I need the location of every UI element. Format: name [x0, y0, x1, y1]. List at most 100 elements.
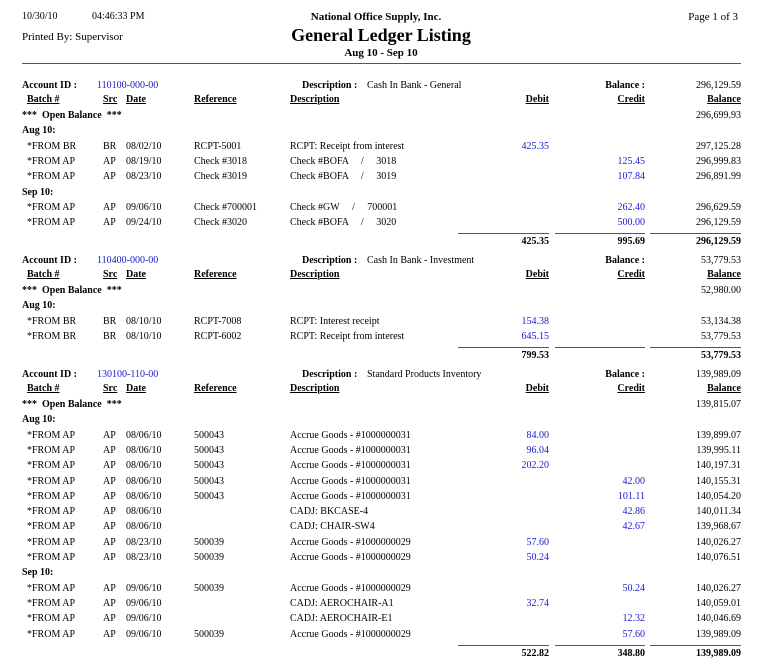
cell-credit: 50.24 [622, 582, 646, 594]
cell-src: BR [103, 331, 117, 342]
total-credit: 995.69 [617, 236, 646, 248]
report-title: General Ledger Listing [291, 25, 471, 45]
open-balance-label: *** Open Balance *** [22, 110, 122, 121]
cell-description: Accrue Goods - #1000000031 [290, 490, 411, 502]
account-id: 110100-000-00 [97, 80, 159, 91]
period-label: Sep 10: [22, 567, 54, 579]
cell-description: Accrue Goods - #1000000031 [290, 475, 411, 487]
cell-credit: 500.00 [617, 217, 646, 229]
cell-balance: 140,197.31 [696, 460, 741, 472]
total-rule [650, 233, 741, 235]
print-time: 04:46:33 PM [92, 11, 145, 22]
cell-date: 08/23/10 [126, 536, 162, 548]
header-rule [22, 63, 741, 64]
printed-by: Printed By: Supervisor [22, 31, 123, 43]
cell-reference: 500043 [194, 429, 224, 441]
period-label: Aug 10: [22, 125, 56, 137]
cell-reference: Check #700001 [194, 201, 258, 213]
cell-src: AP [103, 155, 116, 167]
col-debit: Debit [525, 269, 549, 281]
total-rule [458, 644, 549, 646]
cell-reference: Check #3020 [194, 217, 248, 229]
cell-debit: 425.35 [521, 140, 550, 152]
open-balance-label: *** Open Balance *** [22, 399, 122, 410]
cell-batch: *FROM BR [27, 331, 77, 342]
cell-batch: *FROM AP [27, 475, 76, 487]
cell-batch: *FROM AP [27, 628, 76, 640]
account-description: Cash In Bank - Investment [367, 255, 475, 267]
col-batch: Batch # [27, 269, 60, 281]
cell-balance: 140,059.01 [696, 597, 741, 609]
total-balance: 53,779.53 [701, 350, 741, 361]
cell-balance: 297,125.28 [696, 140, 741, 152]
open-balance: 52,980.00 [701, 285, 741, 297]
col-balance: Balance [707, 383, 741, 394]
cell-batch: *FROM AP [27, 201, 76, 213]
balance-label: Balance : [605, 369, 645, 380]
cell-date: 08/06/10 [126, 506, 162, 518]
account-description: Cash In Bank - General [367, 80, 462, 91]
cell-date: 08/23/10 [126, 552, 162, 563]
cell-description: RCPT: Receipt from interest [290, 331, 405, 342]
cell-description: CADJ: AEROCHAIR-A1 [290, 597, 394, 609]
cell-reference: 500043 [194, 444, 224, 456]
cell-description: Accrue Goods - #1000000031 [290, 460, 411, 472]
account-id-label: Account ID : [22, 255, 77, 267]
cell-description: Accrue Goods - #1000000031 [290, 444, 411, 456]
account-id: 130100-110-00 [97, 369, 159, 380]
cell-batch: *FROM AP [27, 597, 76, 609]
date-range: Aug 10 - Sep 10 [344, 47, 418, 59]
cell-batch: *FROM AP [27, 582, 76, 594]
cell-date: 08/06/10 [126, 429, 162, 441]
company-name: National Office Supply, Inc. [310, 11, 442, 23]
cell-date: 09/06/10 [126, 628, 162, 640]
cell-date: 08/06/10 [126, 475, 162, 487]
cell-credit: 107.84 [617, 171, 646, 183]
cell-date: 09/06/10 [126, 613, 162, 625]
cell-date: 08/10/10 [126, 315, 162, 327]
cell-description: Accrue Goods - #1000000029 [290, 552, 411, 563]
cell-debit: 50.24 [526, 552, 550, 563]
total-rule [458, 233, 549, 235]
cell-batch: *FROM AP [27, 171, 76, 183]
cell-balance: 140,026.27 [696, 582, 741, 594]
cell-balance: 296,129.59 [696, 217, 741, 229]
cell-date: 09/24/10 [126, 217, 162, 229]
cell-date: 09/06/10 [126, 597, 162, 609]
cell-debit: 154.38 [521, 315, 550, 327]
cell-batch: *FROM AP [27, 552, 76, 563]
account-balance: 139,989.09 [696, 369, 741, 380]
description-label: Description : [302, 369, 358, 380]
cell-batch: *FROM AP [27, 155, 76, 167]
col-src: Src [103, 383, 118, 394]
cell-balance: 296,891.99 [696, 171, 741, 183]
cell-date: 08/06/10 [126, 460, 162, 472]
total-rule [458, 347, 549, 348]
col-batch: Batch # [27, 383, 60, 394]
cell-date: 09/06/10 [126, 201, 162, 213]
col-debit: Debit [525, 94, 549, 105]
col-debit: Debit [525, 383, 549, 394]
cell-description: Check #BOFA / 3020 [290, 217, 397, 229]
cell-src: AP [103, 597, 116, 609]
cell-batch: *FROM AP [27, 444, 76, 456]
cell-credit: 125.45 [617, 155, 646, 167]
cell-debit: 32.74 [526, 597, 550, 609]
cell-balance: 139,989.09 [696, 628, 741, 640]
cell-src: AP [103, 613, 116, 625]
cell-description: Check #BOFA / 3019 [290, 171, 397, 183]
cell-reference: 500039 [194, 582, 224, 594]
description-label: Description : [302, 80, 358, 91]
cell-description: Check #GW / 700001 [290, 201, 398, 213]
cell-src: AP [103, 429, 116, 441]
cell-reference: RCPT-5001 [194, 140, 242, 152]
total-rule [555, 347, 645, 348]
cell-credit: 12.32 [622, 613, 646, 625]
cell-balance: 140,076.51 [696, 552, 741, 563]
cell-debit: 645.15 [521, 331, 550, 342]
cell-balance: 140,011.34 [696, 506, 741, 518]
cell-reference: 500039 [194, 552, 224, 563]
period-label: Aug 10: [22, 300, 56, 312]
cell-src: AP [103, 552, 116, 563]
account-balance: 296,129.59 [696, 80, 741, 91]
